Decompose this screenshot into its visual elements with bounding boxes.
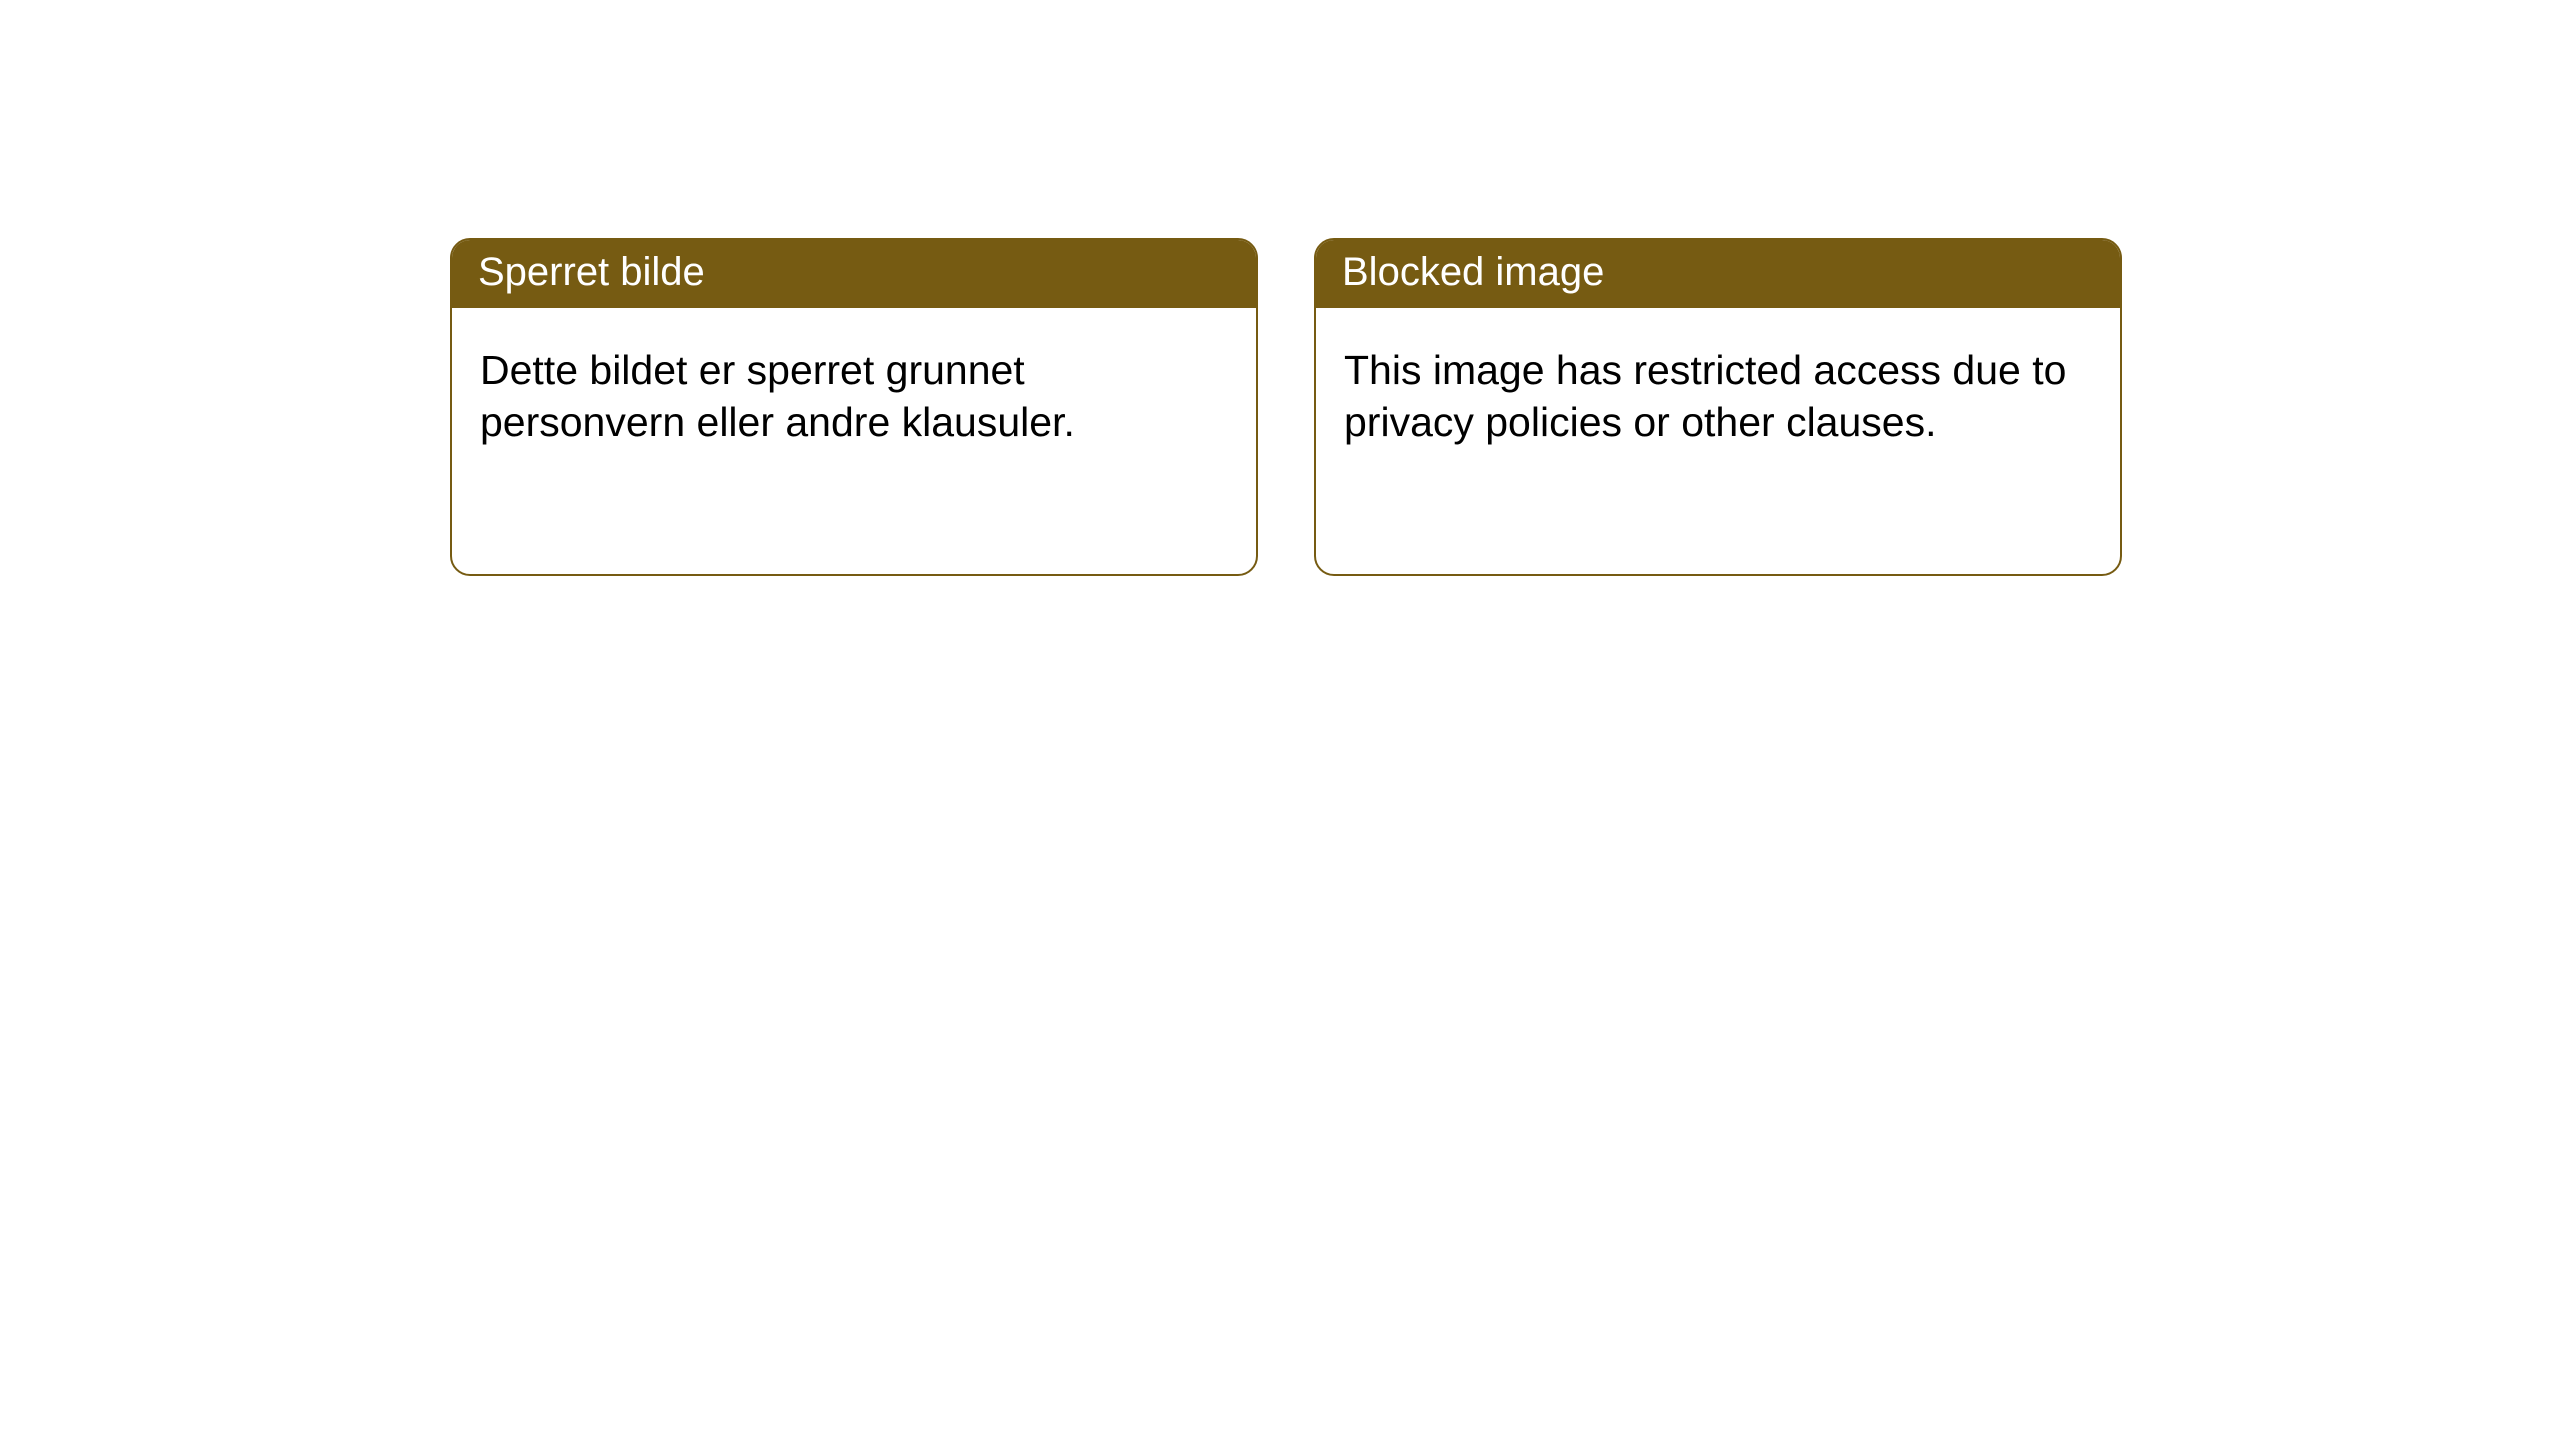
blocked-image-card-no: Sperret bilde Dette bildet er sperret gr… [450, 238, 1258, 576]
card-body: This image has restricted access due to … [1316, 308, 2120, 485]
card-body: Dette bildet er sperret grunnet personve… [452, 308, 1256, 485]
card-header: Blocked image [1316, 240, 2120, 308]
cards-container: Sperret bilde Dette bildet er sperret gr… [0, 0, 2560, 576]
blocked-image-card-en: Blocked image This image has restricted … [1314, 238, 2122, 576]
card-header: Sperret bilde [452, 240, 1256, 308]
